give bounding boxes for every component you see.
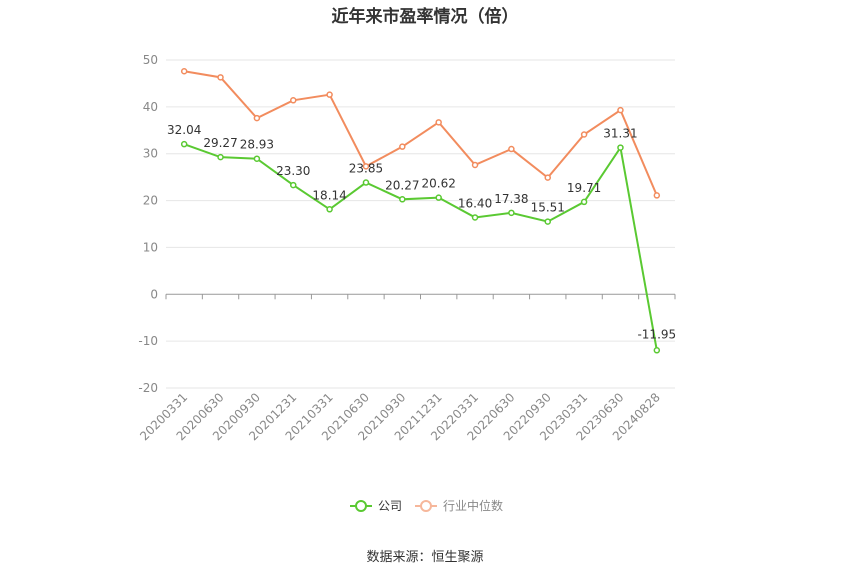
data-point: [290, 181, 297, 189]
y-tick-label: 10: [143, 240, 158, 254]
legend-label: 公司: [378, 499, 402, 513]
data-point: [399, 143, 406, 150]
data-label: 23.30: [276, 164, 310, 178]
data-point: [653, 192, 661, 199]
data-label: 23.85: [349, 162, 383, 176]
y-tick-label: 0: [150, 287, 158, 301]
data-point: [217, 74, 224, 81]
y-tick-label: 30: [143, 147, 158, 161]
data-label: 20.27: [385, 178, 419, 192]
data-label: 16.40: [458, 196, 492, 210]
data-point: [435, 119, 442, 126]
data-label: 15.51: [531, 201, 565, 215]
data-point: [617, 144, 624, 151]
data-point: [471, 161, 479, 169]
y-tick-label: 20: [143, 194, 158, 208]
legend-swatch-marker: [420, 500, 432, 512]
series-line: [184, 70, 658, 196]
data-point: [362, 179, 370, 186]
y-tick-label: -10: [138, 334, 158, 348]
data-point: [362, 163, 370, 170]
data-label: 20.62: [421, 177, 455, 191]
data-point: [508, 209, 515, 217]
y-tick-label: -20: [138, 381, 158, 395]
data-point: [544, 218, 551, 225]
y-tick-label: 40: [143, 100, 158, 114]
data-label: 19.71: [567, 181, 601, 195]
data-label: 32.04: [167, 123, 201, 137]
data-point: [617, 106, 624, 114]
data-point: [253, 114, 261, 122]
data-label: 18.14: [312, 188, 346, 202]
data-label: 17.38: [494, 192, 528, 206]
series-line: [183, 143, 658, 351]
data-label: 31.31: [603, 127, 637, 141]
data-point: [326, 206, 333, 213]
data-point: [580, 131, 588, 138]
y-tick-label: 50: [143, 53, 158, 67]
data-point: [180, 67, 188, 75]
data-point: [180, 140, 188, 148]
data-label: 28.93: [240, 138, 274, 152]
data-point: [544, 174, 551, 181]
data-point: [399, 196, 406, 203]
data-point: [326, 91, 333, 98]
chart-title: 近年来市盈率情况（倍）: [331, 7, 519, 27]
data-point: [217, 153, 224, 161]
data-point: [508, 145, 515, 153]
data-point: [653, 347, 661, 354]
data-point: [290, 97, 297, 104]
data-point: [253, 155, 261, 162]
legend-swatch-marker: [355, 500, 367, 512]
data-point: [580, 198, 588, 206]
data-label: 29.27: [203, 136, 237, 150]
data-label: -11.95: [637, 327, 676, 341]
legend-label: 行业中位数: [443, 498, 503, 513]
data-point: [435, 194, 442, 201]
data-source: 数据来源：恒生聚源: [366, 550, 484, 565]
data-point: [471, 214, 479, 221]
